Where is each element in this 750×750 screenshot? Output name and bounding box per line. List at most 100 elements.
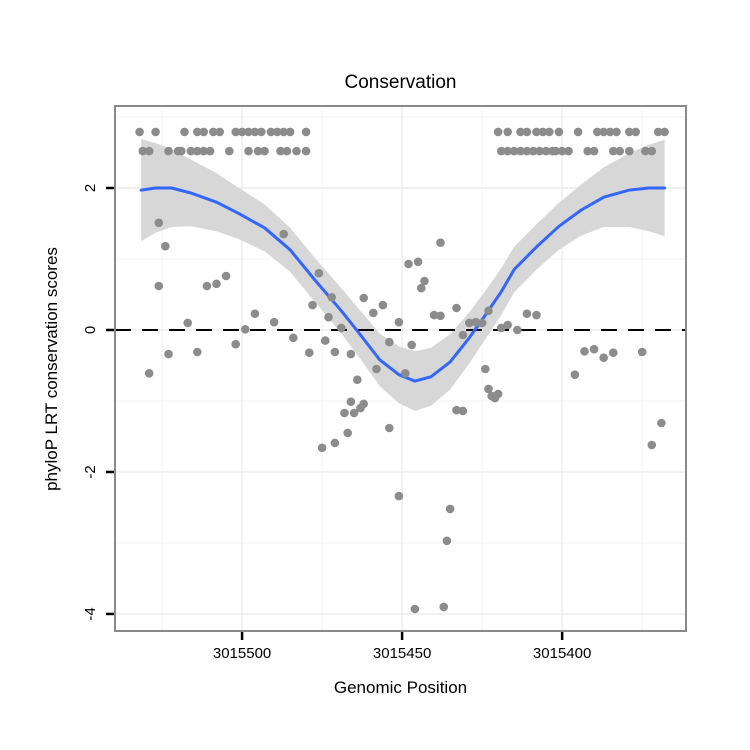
scatter-point — [420, 276, 429, 286]
scatter-point — [522, 309, 532, 319]
scatter-point — [637, 347, 647, 357]
scatter-point — [641, 146, 650, 156]
scatter-point — [657, 418, 666, 428]
scatter-point — [215, 127, 224, 137]
scatter-point — [609, 146, 618, 156]
scatter-point — [266, 127, 276, 137]
scatter-point — [164, 146, 173, 156]
scatter-point — [353, 375, 362, 385]
scatter-point — [394, 317, 404, 327]
scatter-point — [164, 349, 173, 359]
scatter-point — [573, 127, 583, 137]
scatter-point — [477, 318, 487, 328]
scatter-point — [279, 127, 289, 137]
scatter-point — [231, 127, 240, 137]
scatter-point — [359, 293, 369, 303]
y-tick-label: -4 — [82, 607, 99, 620]
scatter-point — [343, 428, 353, 438]
scatter-point — [394, 491, 404, 501]
scatter-point — [209, 127, 218, 137]
scatter-point — [292, 146, 301, 156]
scatter-point — [538, 127, 548, 137]
scatter-point — [647, 440, 657, 450]
scatter-point — [529, 146, 538, 156]
scatter-point — [484, 384, 493, 394]
scatter-point — [359, 399, 369, 409]
scatter-point — [554, 127, 564, 137]
scatter-point — [180, 127, 189, 137]
scatter-point — [285, 127, 295, 137]
scatter-point — [340, 408, 349, 418]
scatter-point — [257, 127, 266, 137]
scatter-point — [557, 146, 567, 156]
scatter-point — [250, 127, 260, 137]
scatter-point — [177, 146, 186, 156]
scatter-point — [660, 127, 669, 137]
scatter-point — [442, 536, 452, 546]
scatter-point — [260, 146, 269, 156]
scatter-point — [436, 311, 445, 321]
scatter-point — [324, 312, 333, 322]
scatter-point — [580, 347, 589, 356]
scatter-point — [205, 146, 215, 156]
scatter-point — [154, 281, 164, 291]
scatter-point — [349, 408, 359, 418]
scatter-point — [282, 146, 292, 156]
scatter-point — [429, 310, 439, 320]
scatter-point — [269, 317, 279, 327]
scatter-point — [490, 393, 500, 403]
scatter-point — [503, 320, 512, 330]
scatter-point — [301, 146, 311, 156]
scatter-point — [337, 323, 346, 333]
x-tick-label: 3015500 — [213, 645, 271, 662]
scatter-point — [301, 127, 311, 137]
scatter-point — [346, 349, 356, 359]
scatter-point — [144, 146, 154, 156]
scatter-point — [417, 283, 426, 293]
scatter-point — [330, 438, 340, 448]
scatter-point — [183, 318, 192, 328]
scatter-point — [625, 127, 634, 137]
scatter-point — [225, 146, 234, 156]
scatter-point — [612, 127, 621, 137]
scatter-point — [564, 146, 573, 156]
scatter-point — [458, 406, 468, 416]
scatter-point — [445, 504, 455, 514]
scatter-point — [493, 127, 503, 137]
scatter-point — [452, 303, 461, 313]
scatter-point — [369, 308, 378, 318]
scatter-point — [593, 127, 602, 137]
scatter-point — [202, 281, 212, 291]
smooth-line — [139, 186, 667, 383]
scatter-point — [330, 347, 340, 357]
scatter-point — [378, 300, 388, 310]
y-tick-label: 2 — [82, 184, 99, 192]
scatter-point — [279, 229, 289, 239]
scatter-point — [570, 370, 580, 380]
scatter-point — [385, 337, 394, 347]
y-tick-label: -2 — [82, 465, 99, 478]
scatter-point — [199, 127, 208, 137]
x-tick-label: 3015450 — [373, 645, 431, 662]
scatter-point — [609, 348, 618, 358]
scatter-point — [404, 259, 413, 269]
scatter-point — [503, 146, 512, 156]
scatter-point — [413, 257, 423, 267]
scatter-point — [250, 309, 260, 319]
scatter-point — [186, 146, 196, 156]
scatter-point — [276, 146, 285, 156]
scatter-point — [151, 127, 160, 137]
scatter-point — [481, 364, 490, 374]
scatter-point — [516, 127, 525, 137]
scatter-point — [161, 241, 170, 251]
scatter-point — [372, 364, 381, 374]
scatter-point — [535, 146, 544, 156]
scatter-point — [193, 127, 202, 137]
scatter-point — [522, 146, 532, 156]
scatter-point — [503, 127, 512, 137]
x-axis-title: Genomic Position — [333, 678, 468, 697]
scatter-point — [465, 318, 474, 328]
scatter-point — [346, 397, 356, 407]
